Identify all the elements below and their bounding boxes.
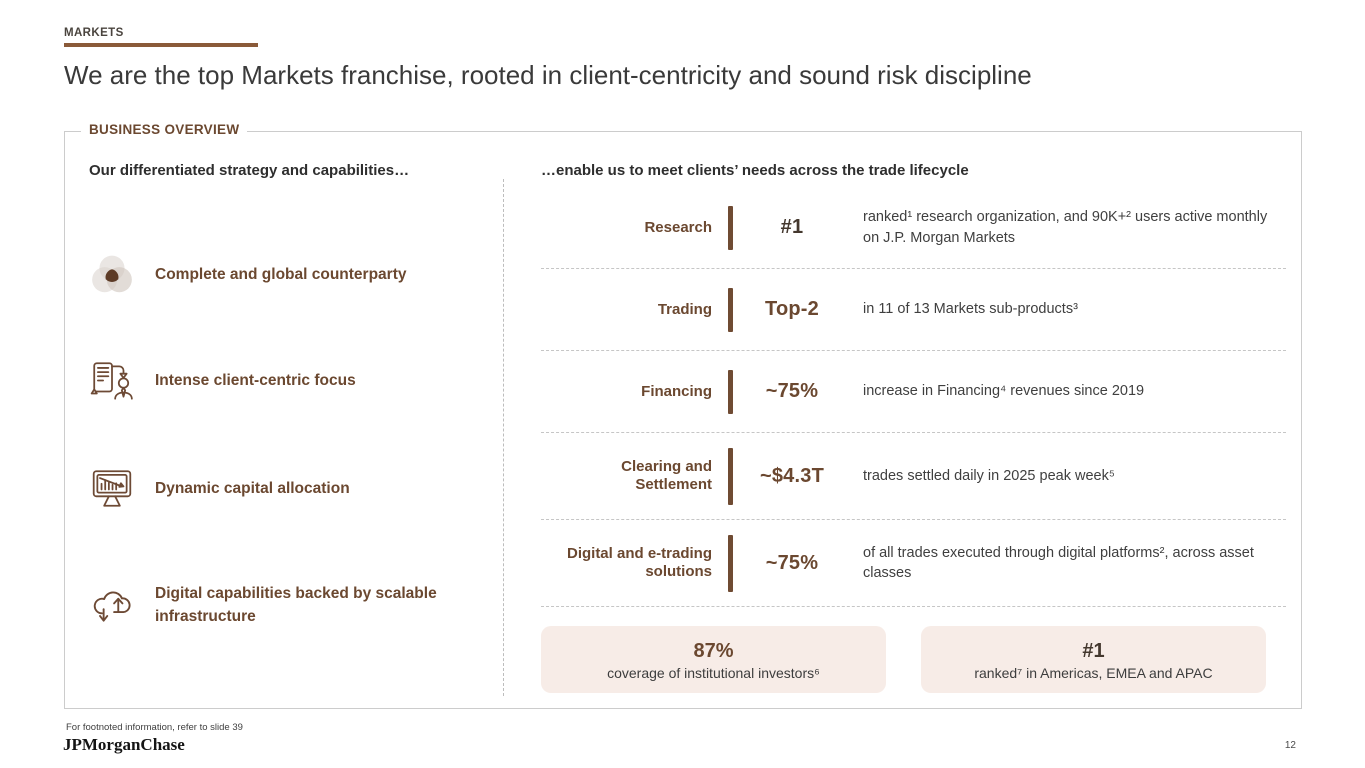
capability-item: Dynamic capital allocation — [89, 465, 350, 513]
row-stat-value: ~75% — [765, 380, 819, 402]
stat-caption: ranked⁷ in Americas, EMEA and APAC — [974, 664, 1213, 681]
jpmorganchase-logo: JPMorganChase — [63, 735, 185, 754]
highlight-stat-box: 87% coverage of institutional investors⁶ — [541, 626, 886, 693]
row-description: ranked¹ research organization, and 90K+²… — [863, 209, 1268, 246]
row-label: Trading — [657, 300, 712, 318]
highlight-stat-box: #1 ranked⁷ in Americas, EMEA and APAC — [921, 626, 1266, 693]
left-column-heading: Our differentiated strategy and capabili… — [89, 162, 410, 179]
row-accent-bar — [728, 534, 733, 592]
venn-circles-icon — [89, 252, 135, 298]
eyebrow-underline — [64, 43, 258, 47]
trade-lifecycle-row: Trading Top-2 in 11 of 13 Markets sub-pr… — [541, 269, 1286, 351]
trade-lifecycle-row: Clearing and Settlement ~$4.3T trades se… — [541, 433, 1286, 520]
row-label: Digital and e-trading solutions — [566, 545, 712, 580]
row-label: Research — [644, 218, 712, 236]
row-accent-bar — [728, 205, 733, 250]
row-stat-value: Top-2 — [765, 298, 819, 320]
column-divider — [503, 179, 504, 696]
capability-label: Digital capabilities backed by scalable … — [155, 584, 437, 625]
row-description: trades settled daily in 2025 peak week⁵ — [863, 467, 1115, 484]
row-accent-bar — [728, 287, 733, 332]
row-description: of all trades executed through digital p… — [863, 544, 1254, 581]
row-description: increase in Financing⁴ revenues since 20… — [863, 383, 1145, 400]
monitor-chart-icon — [89, 466, 135, 512]
page-number: 12 — [1284, 740, 1296, 751]
capability-label: Intense client-centric focus — [155, 372, 356, 390]
trade-lifecycle-row: Digital and e-trading solutions ~75% of … — [541, 520, 1286, 607]
cloud-arrows-icon — [89, 582, 135, 628]
row-label: Clearing and Settlement — [621, 458, 712, 493]
trade-lifecycle-rows: Research #1 ranked¹ research organizatio… — [541, 187, 1286, 607]
stat-value: 87% — [693, 639, 734, 662]
client-document-person-icon — [89, 358, 135, 404]
capability-label: Dynamic capital allocation — [155, 480, 350, 498]
panel-legend: BUSINESS OVERVIEW — [81, 122, 248, 137]
highlight-stats: 87% coverage of institutional investors⁶… — [541, 626, 1266, 693]
row-stat-value: ~$4.3T — [759, 464, 825, 487]
trade-lifecycle-row: Research #1 ranked¹ research organizatio… — [541, 187, 1286, 269]
row-stat-value: ~75% — [765, 551, 819, 574]
row-description: in 11 of 13 Markets sub-products³ — [863, 301, 1078, 318]
trade-lifecycle-row: Financing ~75% increase in Financing⁴ re… — [541, 351, 1286, 433]
row-stat-value: #1 — [780, 216, 804, 238]
section-eyebrow: MARKETS — [64, 27, 124, 39]
capability-item: Digital capabilities backed by scalable … — [89, 577, 455, 633]
footnote: For footnoted information, refer to slid… — [66, 722, 243, 733]
row-accent-bar — [728, 447, 733, 505]
slide-title: We are the top Markets franchise, rooted… — [64, 60, 1032, 90]
row-label: Financing — [641, 382, 712, 400]
business-overview-panel: BUSINESS OVERVIEW Our differentiated str… — [64, 122, 1302, 709]
stat-caption: coverage of institutional investors⁶ — [607, 664, 820, 681]
capability-item: Intense client-centric focus — [89, 357, 356, 405]
stat-value: #1 — [1082, 639, 1105, 662]
row-accent-bar — [728, 369, 733, 414]
capability-label: Complete and global counterparty — [155, 266, 407, 284]
capability-item: Complete and global counterparty — [89, 251, 406, 299]
right-column-heading: …enable us to meet clients’ needs across… — [541, 162, 969, 179]
